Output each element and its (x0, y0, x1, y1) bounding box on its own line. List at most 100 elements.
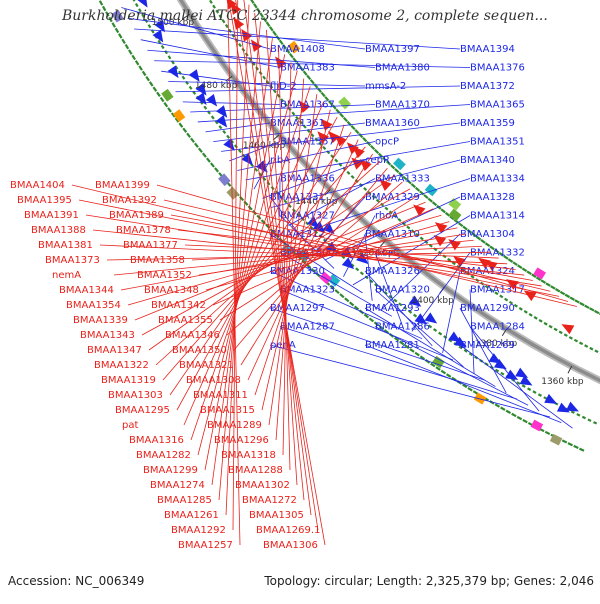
gc-dot (539, 319, 543, 323)
forward-gene-arrow (206, 94, 221, 110)
gc-dot (504, 298, 508, 302)
gc-dot (354, 129, 359, 134)
forward-gene-label: BMAA1290 (460, 303, 515, 314)
gc-dot (574, 299, 579, 303)
cog-category-box (449, 209, 462, 221)
gc-dot (529, 313, 533, 317)
reverse-gene-label: BMAA1381 (38, 240, 93, 251)
gc-dot (594, 350, 598, 354)
gc-dot (562, 439, 567, 443)
reverse-leader-line (170, 132, 351, 395)
gc-dot (538, 393, 542, 397)
gc-dot (420, 237, 424, 241)
gc-dot (532, 390, 536, 394)
reverse-gene-label: BMAA1308 (186, 375, 241, 386)
gc-dot (321, 92, 326, 97)
reverse-gene-label: BMAA1306 (263, 540, 318, 551)
reverse-gene-label: BMAA1316 (129, 435, 184, 446)
gc-dot (550, 285, 555, 289)
reverse-gene-label: BMAA1322 (94, 360, 149, 371)
gc-dot (118, 33, 122, 38)
reverse-gene-label: BMAA1257 (178, 540, 233, 551)
gc-dot (374, 149, 379, 154)
gc-dot (234, 144, 238, 148)
forward-gene-label: BMAA1380 (375, 63, 430, 74)
reverse-gene-label: BMAA1350 (172, 345, 227, 356)
reverse-gene-label: BMAA1344 (59, 285, 114, 296)
gc-dot (573, 445, 578, 449)
reverse-gene-label: BMAA1289 (207, 420, 262, 431)
forward-gene-label: BMAA1357 (280, 137, 335, 148)
reverse-gene-label: BMAA1302 (235, 480, 290, 491)
gc-dot (544, 322, 548, 326)
gc-dot (164, 50, 168, 54)
gc-dot (167, 107, 172, 112)
gc-dot (569, 336, 573, 340)
gc-dot (522, 419, 527, 423)
gc-dot (458, 222, 463, 227)
gc-dot (508, 258, 513, 263)
gc-dot (519, 307, 523, 311)
forward-gene-label: BMAA1269 (460, 340, 515, 351)
gc-dot (222, 130, 226, 134)
reverse-gene-label: BMAA1377 (123, 240, 178, 251)
gc-dot (306, 75, 311, 80)
gc-dot (593, 421, 597, 424)
gc-dot (524, 310, 528, 314)
gc-dot (390, 164, 395, 169)
gc-dot (339, 293, 344, 298)
gc-dot (202, 153, 207, 158)
gc-dot (131, 55, 136, 60)
gc-dot (115, 28, 119, 33)
reverse-gene-label: BMAA1342 (151, 300, 206, 311)
gc-dot (369, 317, 374, 322)
genome-summary-text: Topology: circular; Length: 2,325,379 bp… (264, 574, 594, 588)
reverse-gene-label: BMAA1354 (66, 300, 121, 311)
gc-dot (194, 143, 199, 148)
gc-dot (142, 71, 147, 76)
gc-dot (555, 288, 560, 292)
gc-dot (517, 264, 522, 269)
gc-dot (559, 331, 563, 335)
gc-dot (534, 316, 538, 320)
gc-dot (310, 79, 315, 84)
reverse-gene-label: BMAA1373 (45, 255, 100, 266)
forward-gene-label: BMAA1286 (375, 322, 430, 333)
gc-dot (441, 208, 446, 213)
reverse-gene-label: BMAA1274 (150, 480, 205, 491)
gc-dot (160, 97, 165, 102)
gc-dot (145, 76, 150, 81)
gc-dot (206, 157, 211, 162)
gc-dot (153, 86, 158, 91)
reverse-gene-label: BMAA1272 (242, 495, 297, 506)
gc-dot (179, 123, 184, 128)
gc-dot (313, 83, 318, 88)
gc-dot (182, 128, 187, 133)
reverse-gene-label: BMAA1339 (73, 315, 128, 326)
gc-dot (248, 205, 253, 210)
gc-dot (584, 305, 589, 309)
gc-dot (414, 352, 419, 357)
gc-dot (203, 106, 207, 110)
gc-dot (442, 254, 446, 258)
forward-leader-line (365, 345, 561, 423)
gc-dot (485, 242, 490, 247)
forward-gene-label: BMAA1284 (470, 322, 525, 333)
gc-dot (358, 133, 363, 138)
reverse-gene-label: BMAA1391 (24, 210, 79, 221)
gc-dot (198, 148, 203, 153)
gc-dot (211, 115, 215, 119)
gc-dot (218, 125, 222, 129)
forward-gene-label: BMAA1365 (470, 100, 525, 111)
gc-dot (584, 344, 588, 348)
cog-category-box (393, 158, 406, 171)
forward-gene-label: BMAA1293 (365, 303, 420, 314)
reverse-gene-label: BMAA1292 (171, 525, 226, 536)
gc-dot (135, 60, 140, 65)
forward-gene-label: BMAA1314 (470, 211, 525, 222)
gc-dot (522, 384, 526, 388)
reverse-gene-label: BMAA1395 (17, 195, 72, 206)
gc-dot (250, 0, 255, 4)
gc-dot (594, 310, 599, 314)
